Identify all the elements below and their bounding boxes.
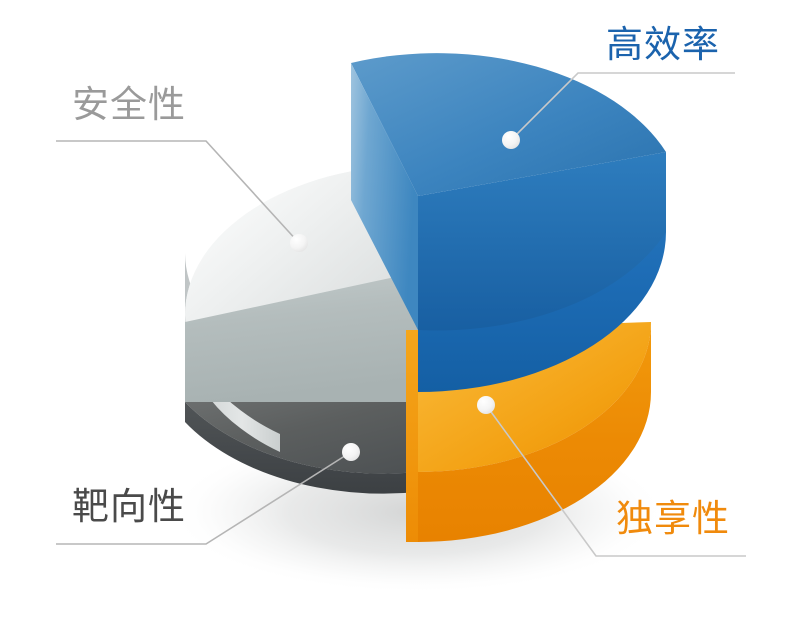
- marker-safety: [290, 234, 308, 252]
- leader-line-safety: [56, 140, 300, 244]
- leader-line-efficiency: [510, 72, 735, 141]
- label-targeting: 靶向性: [72, 486, 186, 527]
- slice-efficiency-cut-face: [351, 63, 418, 330]
- marker-efficiency: [502, 131, 520, 149]
- callout-markers: [290, 131, 520, 461]
- slice-exclusive-left-wall: [406, 330, 418, 542]
- label-exclusive: 独享性: [616, 498, 730, 539]
- label-efficiency: 高效率: [606, 24, 720, 65]
- slice-efficiency-outer-wall: [418, 170, 666, 392]
- callout-leader-lines: [56, 72, 746, 557]
- leader-line-exclusive: [485, 404, 746, 557]
- leader-line-targeting: [56, 451, 352, 545]
- label-safety: 安全性: [72, 84, 186, 125]
- slice-exclusive-outer-wall: [418, 322, 651, 542]
- marker-exclusive: [477, 396, 495, 414]
- slice-efficiency-body-face: [418, 152, 666, 331]
- slice-safety-cut-face: [185, 272, 418, 402]
- slice-targeting-rim: [185, 402, 418, 494]
- marker-targeting: [342, 443, 360, 461]
- slice-efficiency-top: [351, 53, 666, 196]
